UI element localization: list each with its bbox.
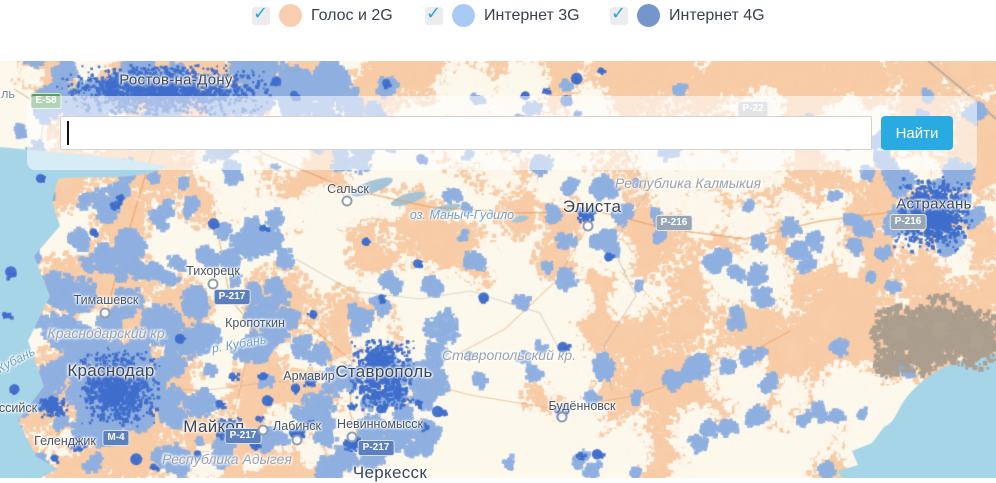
- legend-label-2g: Голос и 2G: [311, 6, 393, 24]
- legend-label-4g: Интернет 4G: [669, 6, 765, 24]
- legend-dot-4g: [637, 4, 660, 27]
- checkmark-icon: ✓: [253, 2, 269, 23]
- legend-dot-3g: [452, 4, 475, 27]
- checkbox-2g[interactable]: ✓: [252, 3, 270, 25]
- legend-item-4g[interactable]: ✓ Интернет 4G: [610, 3, 765, 27]
- legend-label-3g: Интернет 3G: [484, 6, 580, 24]
- search-button[interactable]: Найти: [881, 116, 953, 150]
- checkbox-4g[interactable]: ✓: [610, 3, 628, 25]
- checkbox-3g[interactable]: ✓: [425, 3, 443, 25]
- legend-dot-2g: [279, 4, 302, 27]
- legend-item-2g[interactable]: ✓ Голос и 2G: [252, 3, 393, 27]
- checkmark-icon: ✓: [611, 2, 627, 23]
- text-caret: [67, 121, 69, 145]
- legend-bar: ✓ Голос и 2G ✓ Интернет 3G ✓ Интернет 4G: [0, 0, 996, 61]
- checkmark-icon: ✓: [426, 2, 442, 23]
- legend-item-3g[interactable]: ✓ Интернет 3G: [425, 3, 580, 27]
- search-input[interactable]: [60, 116, 872, 150]
